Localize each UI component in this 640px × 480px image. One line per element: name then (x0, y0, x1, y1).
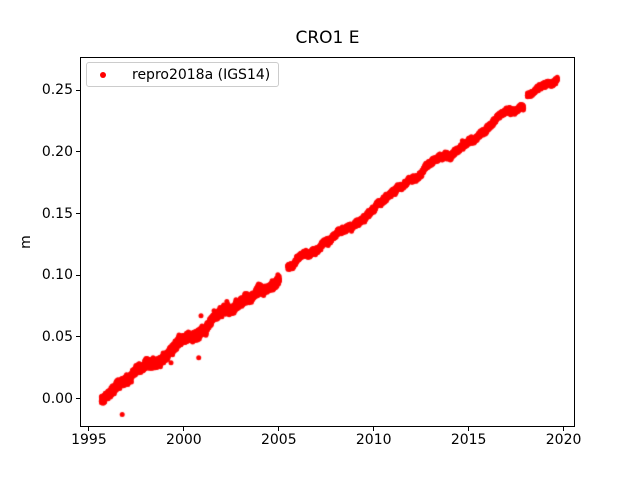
x-tick-mark (373, 427, 375, 431)
legend: repro2018a (IGS14) (86, 62, 279, 87)
plot-area: repro2018a (IGS14) (80, 57, 575, 427)
y-tick-label: 0.10 (41, 267, 73, 284)
y-tick-mark (76, 151, 80, 153)
chart-title: CRO1 E (295, 28, 360, 48)
x-tick-mark (88, 427, 90, 431)
y-tick-mark (76, 274, 80, 276)
scatter-canvas (81, 58, 574, 426)
y-tick-mark (76, 336, 80, 338)
x-tick-mark (468, 427, 470, 431)
y-tick-mark (76, 213, 80, 215)
y-tick-label: 0.05 (41, 328, 73, 345)
y-tick-label: 0.15 (41, 205, 73, 222)
x-tick-label: 1995 (71, 432, 107, 448)
x-tick-mark (183, 427, 185, 431)
y-tick-label: 0.20 (41, 143, 73, 160)
y-tick-label: 0.25 (41, 82, 73, 99)
y-tick-mark (76, 398, 80, 400)
y-tick-mark (76, 89, 80, 91)
legend-marker-dot (100, 71, 106, 78)
x-tick-label: 2005 (260, 432, 297, 448)
x-tick-label: 2000 (166, 432, 202, 448)
x-tick-label: 2010 (355, 432, 392, 448)
x-tick-label: 2015 (450, 432, 487, 448)
legend-label: repro2018a (IGS14) (132, 66, 271, 83)
x-tick-label: 2020 (545, 432, 582, 448)
y-tick-label: 0.00 (41, 390, 73, 407)
y-axis-label: m (18, 235, 34, 249)
x-tick-mark (563, 427, 565, 431)
x-tick-mark (278, 427, 280, 431)
